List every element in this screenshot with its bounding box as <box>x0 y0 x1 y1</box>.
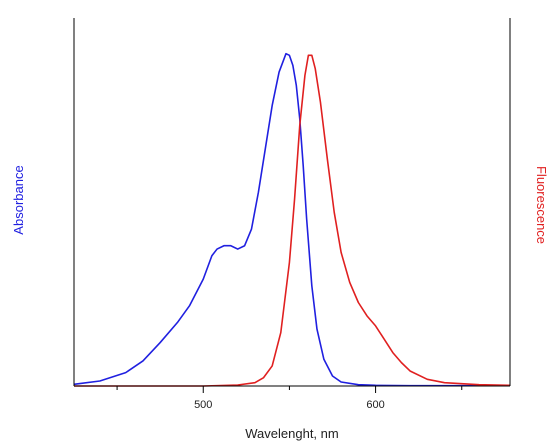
x-ticks: 500 600 <box>116 386 463 411</box>
fluorescence-line <box>74 54 511 387</box>
left-axis-title: Absorbance <box>11 165 26 234</box>
x-tick-label-500: 500 <box>194 399 212 411</box>
x-axis-title: Wavelenght, nm <box>245 426 338 441</box>
right-axis-title: Fluorescence <box>534 166 547 244</box>
axes-layer <box>73 18 511 387</box>
absorbance-line <box>73 52 510 387</box>
x-tick-label-600: 600 <box>366 399 384 411</box>
series-layer <box>73 52 511 387</box>
